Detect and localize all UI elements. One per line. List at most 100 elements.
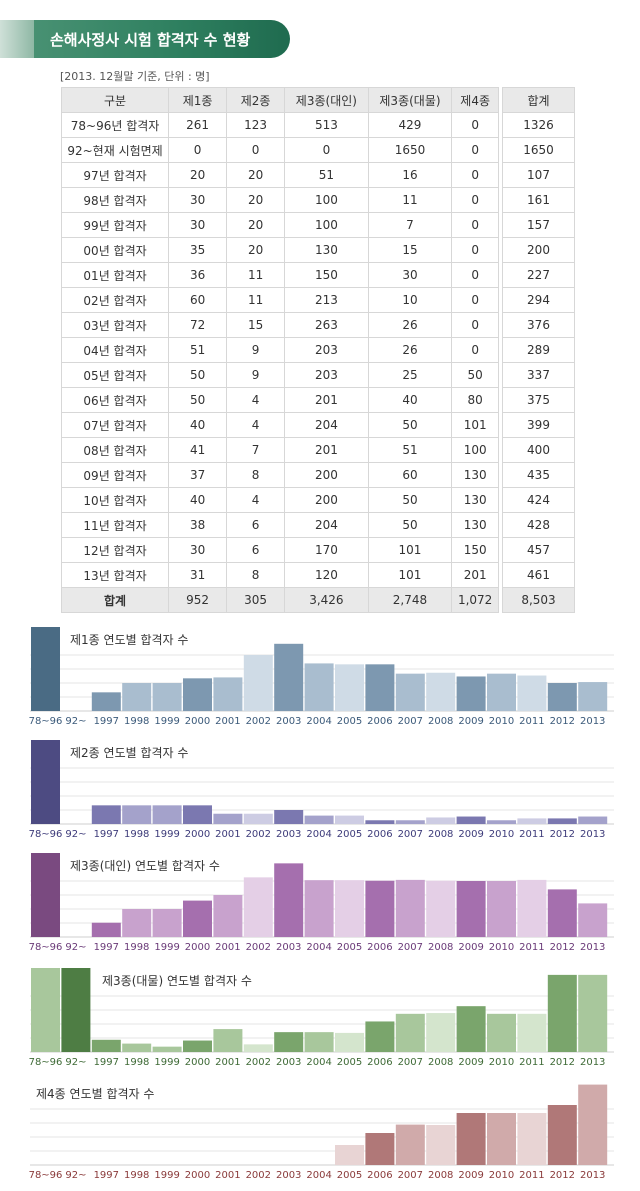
table-cell: 261 xyxy=(168,112,228,138)
row-sum: 399 xyxy=(502,412,575,438)
total-cell: 1,072 xyxy=(451,587,499,613)
table-row: 08년 합격자 41 7 201 51 100 xyxy=(60,437,499,463)
table-cell: 0 xyxy=(451,262,499,288)
bar-78~96 xyxy=(31,740,60,824)
table-cell: 150 xyxy=(284,262,369,288)
bar-2007 xyxy=(395,820,425,824)
row-sum: 1650 xyxy=(502,137,575,163)
table-cell: 100 xyxy=(451,437,499,463)
x-tick-label: 2007 xyxy=(398,1170,423,1181)
total-cell: 2,748 xyxy=(367,587,453,613)
x-tick-label: 78~96 xyxy=(29,942,63,953)
bar-2007 xyxy=(395,673,425,711)
chart-svg: 78~96 92~ 1997 1998 1999 2000 2001 2002 2003 2004… xyxy=(29,853,614,953)
x-tick-label: 78~96 xyxy=(29,1057,63,1068)
table-row: 04년 합격자 51 9 203 26 0 xyxy=(60,337,499,363)
bar-2010 xyxy=(487,1113,516,1165)
table-cell: 20 xyxy=(226,212,286,238)
row-sum: 227 xyxy=(502,262,575,288)
table-cell: 35 xyxy=(168,237,228,263)
table-cell: 0 xyxy=(226,137,286,163)
bar-2005 xyxy=(335,1145,364,1165)
table-cell: 50 xyxy=(367,412,453,438)
table-cell: 200 xyxy=(284,462,369,488)
table-cell: 50 xyxy=(367,512,453,538)
bar-2013 xyxy=(578,1084,608,1165)
bar-2009 xyxy=(456,1113,486,1165)
table-cell: 37 xyxy=(168,462,228,488)
x-tick-label: 1997 xyxy=(94,1057,119,1068)
bar-2003 xyxy=(274,1032,304,1052)
table-cell: 60 xyxy=(168,287,228,313)
table-cell: 8 xyxy=(226,562,286,588)
row-label: 01년 합격자 xyxy=(60,262,170,288)
x-tick-label: 2001 xyxy=(215,942,240,953)
x-tick-label: 2009 xyxy=(458,1170,483,1181)
bar-1998 xyxy=(122,1043,152,1052)
row-label: 10년 합격자 xyxy=(60,487,170,513)
x-tick-label: 2003 xyxy=(276,942,301,953)
table-cell: 20 xyxy=(168,162,228,188)
table-cell: 201 xyxy=(451,562,499,588)
x-tick-label: 2010 xyxy=(489,942,514,953)
sum-table: 합계 1326 1650 107 161 157 200 227 294 376 289 337 37… xyxy=(502,87,575,613)
table-row: 03년 합격자 72 15 263 26 0 xyxy=(60,312,499,338)
x-tick-label: 2013 xyxy=(580,1170,605,1181)
bar-2004 xyxy=(304,815,334,824)
table-cell: 0 xyxy=(451,112,499,138)
x-tick-label: 2004 xyxy=(306,942,331,953)
bar-2000 xyxy=(183,1040,212,1052)
bar-chart: 78~96 92~ 1997 1998 1999 2000 2001 2002 2003 2004… xyxy=(0,738,640,848)
x-tick-label: 2003 xyxy=(276,829,301,840)
bar-78~96 xyxy=(31,627,60,711)
x-tick-label: 2002 xyxy=(246,1057,271,1068)
bar-2006 xyxy=(365,880,395,937)
row-sum: 107 xyxy=(502,162,575,188)
bar-2003 xyxy=(274,643,304,711)
bar-2002 xyxy=(243,1044,273,1052)
table-cell: 263 xyxy=(284,312,369,338)
table-cell: 11 xyxy=(226,262,286,288)
table-cell: 6 xyxy=(226,512,286,538)
x-tick-label: 2007 xyxy=(398,829,423,840)
x-tick-label: 2013 xyxy=(580,1057,605,1068)
bar-2005 xyxy=(335,880,364,937)
table-row: 98년 합격자 30 20 100 11 0 xyxy=(60,187,499,213)
table-cell: 0 xyxy=(451,287,499,313)
x-tick-label: 2007 xyxy=(398,942,423,953)
bar-1999 xyxy=(152,1046,182,1052)
row-sum: 461 xyxy=(502,562,575,588)
x-tick-label: 2004 xyxy=(306,1170,331,1181)
bar-92~ xyxy=(61,968,91,1052)
table-cell: 0 xyxy=(451,237,499,263)
x-tick-label: 2002 xyxy=(246,942,271,953)
x-tick-label: 2010 xyxy=(489,716,514,727)
table-cell: 130 xyxy=(284,237,369,263)
table-cell: 100 xyxy=(284,212,369,238)
row-sum: 1326 xyxy=(502,112,575,138)
bar-2001 xyxy=(213,1029,243,1052)
table-cell: 11 xyxy=(367,187,453,213)
x-tick-label: 2011 xyxy=(519,942,544,953)
x-tick-label: 2012 xyxy=(550,942,575,953)
table-row: 10년 합격자 40 4 200 50 130 xyxy=(60,487,499,513)
bar-1998 xyxy=(122,683,152,711)
bar-2012 xyxy=(547,683,577,711)
row-label: 09년 합격자 xyxy=(60,462,170,488)
row-label: 00년 합격자 xyxy=(60,237,170,263)
x-tick-label: 1999 xyxy=(154,716,179,727)
x-tick-label: 2013 xyxy=(580,829,605,840)
x-tick-label: 2010 xyxy=(489,1057,514,1068)
x-tick-label: 92~ xyxy=(65,942,86,953)
x-tick-label: 2005 xyxy=(337,829,362,840)
x-tick-label: 1997 xyxy=(94,716,119,727)
bar-1997 xyxy=(91,1039,121,1052)
table-cell: 170 xyxy=(284,537,369,563)
table-header-row: 구분 제1종 제2종 제3종(대인) 제3종(대물) 제4종 xyxy=(60,87,499,113)
x-tick-label: 1997 xyxy=(94,1170,119,1181)
page-title: 손해사정사 시험 합격자 수 현황 xyxy=(50,31,251,49)
table-cell: 101 xyxy=(367,562,453,588)
table-cell: 30 xyxy=(168,537,228,563)
x-tick-label: 92~ xyxy=(65,1170,86,1181)
table-cell: 25 xyxy=(367,362,453,388)
